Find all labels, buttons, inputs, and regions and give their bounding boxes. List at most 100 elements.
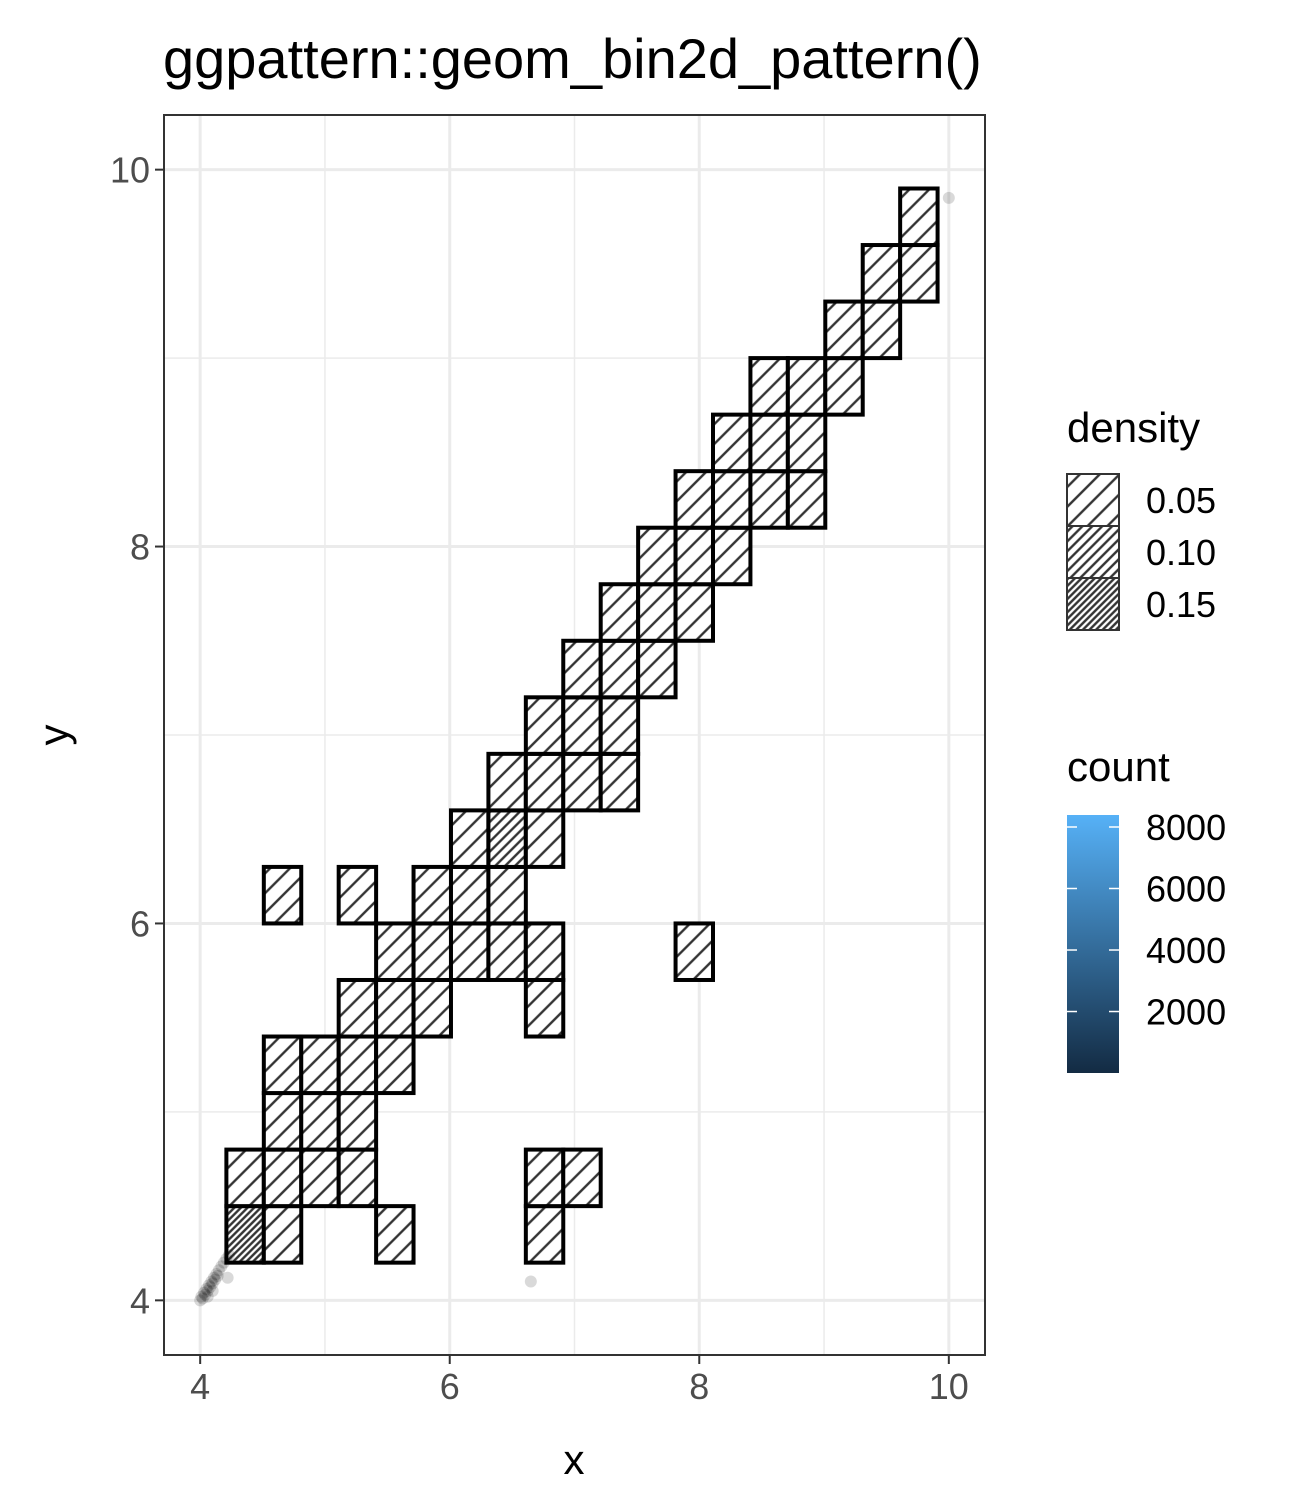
point bbox=[199, 1288, 212, 1301]
tile bbox=[411, 864, 453, 926]
y-tick-label: 8 bbox=[130, 527, 150, 568]
tile bbox=[710, 412, 753, 474]
point bbox=[194, 1294, 207, 1307]
point bbox=[195, 1290, 208, 1303]
tile bbox=[785, 412, 828, 474]
tile bbox=[598, 582, 641, 643]
tile bbox=[411, 921, 453, 982]
tile bbox=[261, 864, 304, 926]
tile bbox=[523, 1147, 566, 1209]
tile bbox=[336, 864, 379, 926]
point bbox=[204, 1281, 217, 1294]
x-axis-label: x bbox=[564, 1436, 585, 1483]
legend-label: 0.10 bbox=[1146, 532, 1216, 573]
tile bbox=[374, 977, 416, 1039]
tile bbox=[636, 582, 678, 643]
count-legend-title: count bbox=[1067, 743, 1170, 790]
legend-key bbox=[1066, 577, 1120, 631]
tile bbox=[486, 808, 528, 869]
legend-label: 8000 bbox=[1146, 807, 1226, 848]
tile bbox=[336, 1034, 379, 1096]
chart-title: ggpattern::geom_bin2d_pattern() bbox=[163, 27, 982, 90]
tile bbox=[261, 1091, 304, 1152]
legend-label: 0.15 bbox=[1146, 584, 1216, 625]
tile bbox=[336, 1091, 379, 1152]
point bbox=[200, 1283, 213, 1296]
tile bbox=[448, 864, 491, 926]
y-tick-label: 6 bbox=[130, 903, 150, 944]
tile bbox=[598, 695, 641, 756]
point bbox=[201, 1290, 214, 1303]
legend-label: 2000 bbox=[1146, 992, 1226, 1033]
tile bbox=[898, 186, 940, 248]
tile bbox=[523, 1204, 566, 1265]
point bbox=[201, 1284, 214, 1297]
point bbox=[197, 1286, 210, 1299]
tile bbox=[523, 808, 566, 869]
x-tick-label: 6 bbox=[440, 1366, 460, 1407]
point bbox=[220, 1252, 233, 1265]
point bbox=[215, 1260, 228, 1273]
tile bbox=[710, 469, 753, 530]
point bbox=[524, 1275, 537, 1288]
tile bbox=[374, 1034, 416, 1096]
x-tick-label: 8 bbox=[689, 1366, 709, 1407]
tile bbox=[748, 412, 790, 474]
legend-key bbox=[1066, 525, 1120, 579]
tile bbox=[561, 751, 603, 813]
tile bbox=[411, 977, 453, 1039]
tile bbox=[710, 525, 753, 587]
tile bbox=[748, 469, 790, 530]
tile bbox=[486, 921, 528, 982]
colorbar bbox=[1067, 815, 1119, 1073]
tile bbox=[336, 1147, 379, 1209]
point bbox=[211, 1269, 224, 1282]
tile bbox=[448, 921, 491, 982]
tile bbox=[561, 1147, 603, 1209]
tile bbox=[523, 921, 566, 982]
tile bbox=[823, 356, 865, 417]
tile bbox=[673, 525, 715, 587]
point bbox=[942, 191, 955, 204]
point bbox=[196, 1292, 209, 1305]
tile bbox=[673, 469, 715, 530]
tile bbox=[561, 638, 603, 700]
density-legend-title: density bbox=[1067, 404, 1200, 451]
legend-key bbox=[1066, 473, 1120, 527]
tile bbox=[523, 695, 566, 756]
tile bbox=[261, 1204, 304, 1265]
legend-label: 6000 bbox=[1146, 869, 1226, 910]
point bbox=[205, 1275, 218, 1288]
tile bbox=[261, 1034, 304, 1096]
tile bbox=[636, 525, 678, 587]
point bbox=[210, 1267, 223, 1280]
tile bbox=[673, 582, 715, 643]
point bbox=[206, 1284, 219, 1297]
tile bbox=[860, 243, 903, 304]
tile bbox=[561, 695, 603, 756]
tile bbox=[299, 1091, 341, 1152]
tile bbox=[486, 864, 528, 926]
tile bbox=[336, 977, 379, 1039]
point bbox=[207, 1271, 220, 1284]
legend-label: 4000 bbox=[1146, 930, 1226, 971]
tile bbox=[598, 638, 641, 700]
tile bbox=[523, 751, 566, 813]
tile bbox=[374, 1204, 416, 1265]
x-tick-label: 10 bbox=[929, 1366, 969, 1407]
y-axis-label: y bbox=[30, 725, 77, 746]
point bbox=[209, 1273, 222, 1286]
point bbox=[217, 1256, 230, 1269]
tile bbox=[523, 977, 566, 1039]
tile bbox=[299, 1034, 341, 1096]
tile bbox=[748, 356, 790, 417]
tile bbox=[785, 356, 828, 417]
tile bbox=[898, 243, 940, 304]
tile bbox=[486, 751, 528, 813]
y-tick-label: 4 bbox=[130, 1280, 150, 1321]
tile bbox=[374, 921, 416, 982]
tile bbox=[823, 299, 865, 361]
y-tick-label: 10 bbox=[110, 150, 150, 191]
tile bbox=[785, 469, 828, 530]
